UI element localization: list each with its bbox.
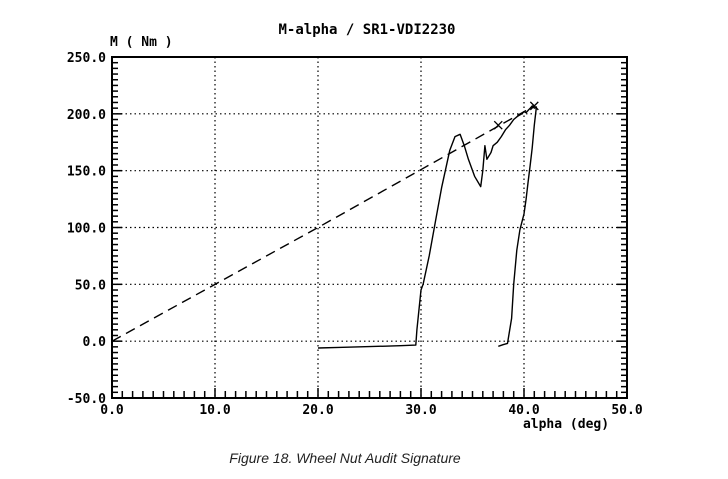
series-torque-curve — [317, 105, 538, 349]
y-tick-label: 50.0 — [75, 278, 106, 293]
annotations — [493, 101, 539, 130]
chart-title: M-alpha / SR1-VDI2230 — [278, 22, 455, 38]
y-tick-label: 200.0 — [67, 108, 106, 123]
y-tick-label: 100.0 — [67, 222, 106, 237]
series-dashed-line — [111, 105, 535, 342]
x-tick-label: 20.0 — [302, 403, 333, 418]
y-tick-label: 0.0 — [83, 335, 107, 350]
x-tick-label: 50.0 — [611, 403, 642, 418]
x-tick-label: 0.0 — [100, 403, 124, 418]
x-axis-label: alpha (deg) — [523, 417, 609, 432]
minor-ticks — [112, 61, 627, 398]
chart: 0.0 10.0 20.0 30.0 40.0 50.0-50.00.050.0100.0… — [67, 22, 643, 432]
x-marker — [529, 101, 539, 111]
x-marker-stroke — [529, 101, 539, 111]
x-marker — [493, 120, 503, 130]
tick-labels: 0.0 10.0 20.0 30.0 40.0 50.0-50.00.050.0100.0… — [67, 51, 643, 418]
y-tick-label: 250.0 — [67, 51, 106, 66]
series — [111, 105, 538, 349]
x-tick-label: 40.0 — [508, 403, 539, 418]
x-tick-label: 10.0 — [199, 403, 230, 418]
y-tick-label: -50.0 — [67, 392, 106, 407]
y-tick-label: 150.0 — [67, 165, 106, 180]
plot-frame — [111, 56, 628, 399]
y-axis-label: M ( Nm ) — [110, 35, 173, 50]
x-tick-label: 30.0 — [405, 403, 436, 418]
figure-caption: Figure 18. Wheel Nut Audit Signature — [229, 450, 461, 466]
grid — [112, 57, 627, 398]
x-marker-stroke — [493, 120, 503, 130]
